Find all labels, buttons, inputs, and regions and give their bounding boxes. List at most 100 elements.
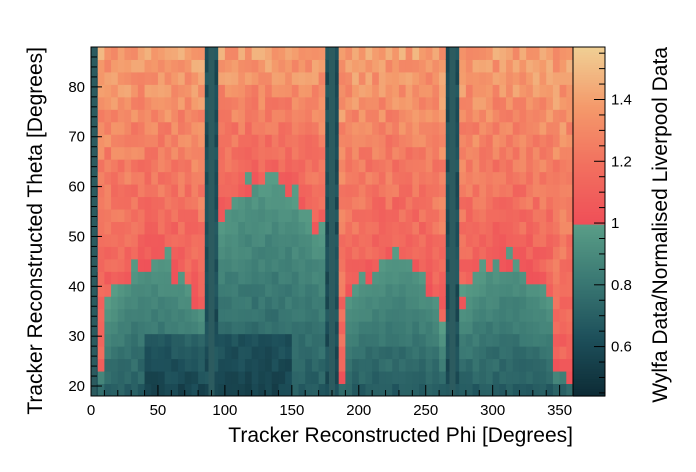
heatmap-cell [117, 96, 125, 110]
heatmap-cell [311, 184, 320, 198]
colorbar-segment [573, 136, 605, 140]
colorbar-segment [573, 109, 605, 113]
heatmap-cell [298, 233, 306, 247]
heatmap-cell [439, 59, 447, 73]
heatmap-cell [485, 196, 494, 210]
heatmap-cell [539, 308, 547, 322]
heatmap-cell [512, 146, 520, 160]
heatmap-cell [532, 121, 541, 135]
heatmap-cell [378, 171, 387, 185]
heatmap-cell [184, 96, 192, 110]
heatmap-cell [512, 346, 520, 360]
heatmap-cell [198, 109, 206, 123]
heatmap-cell [117, 159, 125, 173]
heatmap-cell [258, 383, 266, 397]
heatmap-cell [385, 246, 393, 260]
heatmap-cell [224, 134, 233, 148]
heatmap-cell [358, 84, 366, 98]
heatmap-cell [325, 233, 333, 247]
colorbar-segment [573, 119, 605, 123]
heatmap-cell [285, 358, 293, 372]
heatmap-cell [532, 346, 541, 360]
heatmap-cell [104, 184, 112, 198]
heatmap-cell [358, 283, 366, 297]
heatmap-cell [352, 184, 360, 198]
heatmap-cell [459, 321, 467, 335]
heatmap-cell [285, 159, 293, 173]
heatmap-cell [385, 221, 393, 235]
heatmap-cell [372, 71, 380, 85]
heatmap-cell [512, 184, 520, 198]
heatmap-cell [171, 109, 179, 123]
heatmap-cell [378, 159, 387, 173]
heatmap-cell [539, 196, 547, 210]
heatmap-cell [238, 371, 246, 385]
heatmap-cell [104, 296, 112, 310]
heatmap-cell [251, 221, 259, 235]
heatmap-cell [432, 184, 440, 198]
colorbar-segment [573, 146, 605, 150]
heatmap-cell [425, 258, 433, 272]
heatmap-cell [519, 358, 527, 372]
heatmap-cell [439, 333, 447, 347]
heatmap-cell [231, 246, 239, 260]
heatmap-cell [184, 308, 192, 322]
heatmap-cell [311, 346, 320, 360]
heatmap-cell [358, 59, 366, 73]
heatmap-cell [305, 146, 313, 160]
heatmap-cell [485, 59, 494, 73]
heatmap-cell [559, 96, 567, 110]
heatmap-cell [432, 121, 440, 135]
colorbar: 0.60.811.21.4 [572, 46, 632, 397]
heatmap-cell [492, 96, 500, 110]
heatmap-cell [218, 159, 226, 173]
heatmap-cell [311, 296, 320, 310]
heatmap-cell [345, 84, 353, 98]
heatmap-cell [352, 283, 360, 297]
heatmap-cell [519, 333, 527, 347]
heatmap-cell [184, 47, 192, 60]
heatmap-cell [271, 383, 279, 397]
heatmap-cell [559, 271, 567, 285]
heatmap-cell [224, 308, 233, 322]
heatmap-cell [184, 246, 192, 260]
heatmap-cell [184, 209, 192, 222]
x-tick-label: 0 [87, 402, 95, 419]
heatmap-cell [345, 221, 353, 235]
heatmap-cell [506, 258, 514, 272]
heatmap-cell [566, 134, 574, 148]
heatmap-cell [405, 296, 413, 310]
heatmap-cell [345, 271, 353, 285]
heatmap-cell [385, 346, 393, 360]
heatmap-cell [425, 233, 433, 247]
heatmap-cell [345, 321, 353, 335]
heatmap-cell [258, 233, 266, 247]
heatmap-cell [204, 233, 212, 247]
colorbar-segment [573, 214, 605, 218]
heatmap-cell [231, 184, 239, 198]
heatmap-cell [432, 171, 440, 185]
heatmap-cell [265, 109, 273, 123]
heatmap-cell [171, 71, 179, 85]
heatmap-cell [111, 109, 119, 123]
heatmap-cell [358, 47, 366, 60]
heatmap-cell [144, 84, 152, 98]
heatmap-cell [111, 333, 119, 347]
heatmap-cell [285, 346, 293, 360]
colorbar-segment [573, 228, 605, 233]
heatmap-cell [378, 84, 387, 98]
colorbar-segment [573, 89, 605, 93]
heatmap-cell [332, 383, 340, 397]
heatmap-cell [218, 109, 226, 123]
heatmap-cell [178, 346, 186, 360]
heatmap-cell [325, 371, 333, 385]
heatmap-cell [131, 296, 139, 310]
colorbar-segment [573, 99, 605, 103]
heatmap-cell [171, 196, 179, 210]
heatmap-cell [452, 283, 460, 297]
heatmap-cell [191, 221, 199, 235]
heatmap-cell [318, 358, 326, 372]
heatmap-cell [566, 109, 574, 123]
heatmap-cell [231, 134, 239, 148]
